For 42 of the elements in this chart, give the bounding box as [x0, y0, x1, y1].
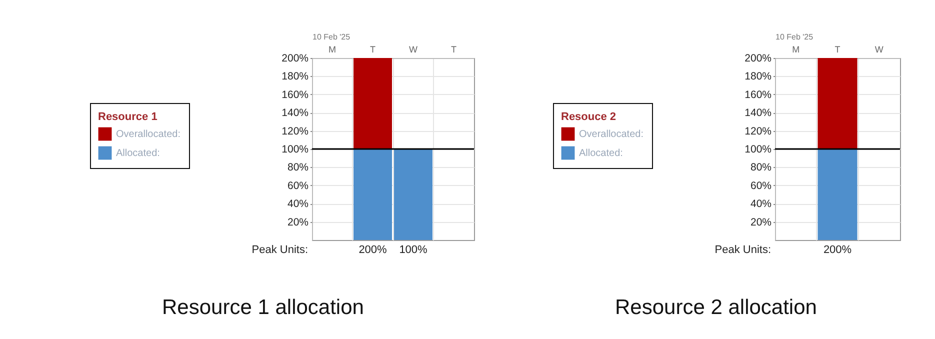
y-tick-label: 20% — [287, 216, 308, 228]
y-tick-label: 140% — [744, 107, 772, 120]
y-tick-label: 20% — [750, 216, 772, 228]
y-tick-label: 120% — [282, 125, 308, 138]
y-tick-label: 80% — [750, 162, 772, 174]
y-tick-label: 60% — [750, 180, 772, 192]
text: Resource 1 allocation — [162, 296, 364, 319]
legend-label: Overallocated: — [116, 129, 180, 140]
y-tick-label: 80% — [287, 162, 308, 174]
y-tick-label: 40% — [750, 198, 772, 210]
total-label: 200% — [358, 244, 388, 256]
text: Peak Units: — [252, 244, 308, 256]
legend-label: Allocated: — [579, 148, 623, 159]
y-tick-label: 160% — [744, 88, 772, 101]
x-tick-label: T — [834, 44, 841, 54]
y-tick-label: 100% — [744, 144, 772, 156]
x-tick-label: T — [370, 44, 376, 54]
total-label: 200% — [823, 244, 852, 256]
x-tick-label: T — [451, 44, 457, 54]
x-axis-title: 10 Feb '25 — [312, 32, 351, 42]
legend-label: Overallocated: — [579, 129, 644, 140]
y-tick-label: 40% — [287, 198, 308, 210]
text: Peak Units: — [714, 244, 771, 256]
legend-title: Resource 1 — [98, 111, 158, 123]
x-tick-label: W — [409, 44, 418, 54]
y-tick-label: 100% — [282, 144, 308, 156]
y-tick-label: 120% — [744, 125, 772, 138]
y-tick-label: 180% — [282, 70, 308, 83]
y-tick-label: 60% — [287, 180, 308, 192]
x-tick-label: W — [874, 44, 884, 54]
y-tick-label: 180% — [744, 70, 772, 83]
y-tick-label: 200% — [744, 52, 772, 64]
x-tick-label: M — [328, 44, 336, 54]
legend-title: Resouce 2 — [561, 111, 616, 123]
x-tick-label: M — [792, 44, 800, 54]
text: Resource 2 allocation — [615, 296, 817, 319]
x-axis-title: 10 Feb '25 — [776, 32, 814, 42]
y-tick-label: 160% — [282, 88, 308, 101]
y-tick-label: 140% — [282, 107, 308, 120]
total-label: 100% — [399, 244, 428, 256]
y-tick-label: 200% — [282, 52, 308, 64]
legend-label: Allocated: — [116, 148, 160, 159]
